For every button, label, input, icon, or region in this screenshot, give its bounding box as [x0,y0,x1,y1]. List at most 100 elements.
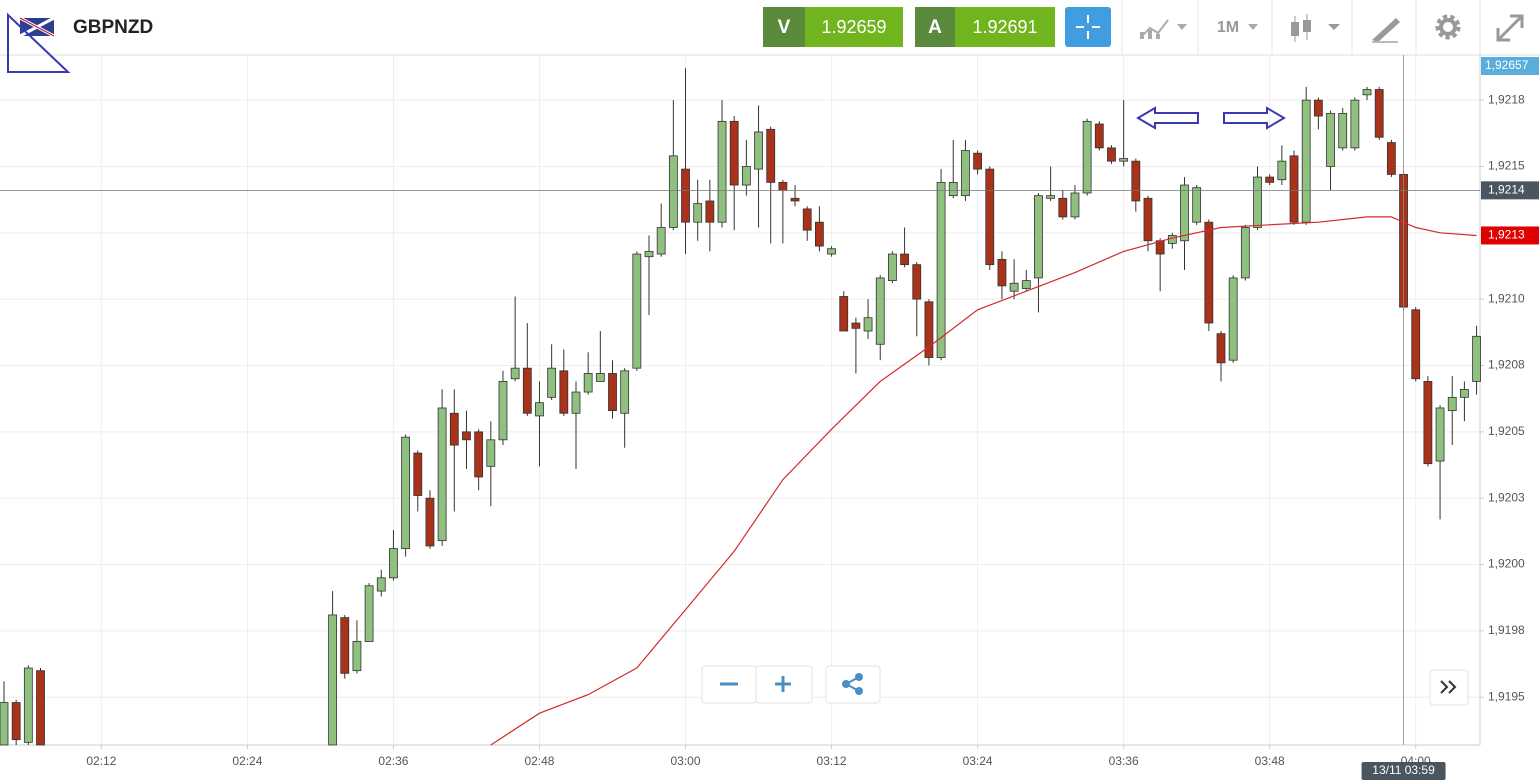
candle-body [498,381,508,441]
candle-body [656,227,666,255]
candle-body [1094,123,1104,149]
zoom-out-button[interactable] [701,665,757,704]
candle-body [1386,142,1396,175]
candle-body [717,120,727,223]
candle-body [644,250,654,258]
candle-body [474,431,484,478]
candle-body [462,431,471,441]
candle-body [608,373,617,412]
candle-body [486,439,496,467]
candle-body [668,155,678,228]
x-tick-label: 02:36 [378,754,408,768]
candle-body [912,264,922,300]
candle-body [863,317,873,332]
candle-body [1374,89,1384,138]
bid-tag [1481,57,1539,75]
candle-style-button[interactable] [1291,14,1340,42]
candle-body [790,197,800,202]
bid-price: 1.92659 [821,17,886,37]
fullscreen-button[interactable] [1496,14,1524,42]
candle-body [425,497,435,547]
candle-body [1313,99,1323,117]
draw-tool-button[interactable] [1372,18,1400,43]
crosshair-label: 13/11 03:59 [1372,763,1435,777]
symbol: GBPNZD [73,17,153,38]
candle-body [1253,176,1262,228]
candle-body [766,128,776,183]
price-tag [1481,181,1539,200]
candle-body [36,670,45,746]
candle-body [681,168,690,223]
candle-body [1472,335,1481,382]
candle-body [888,253,897,281]
candle-body [1326,112,1335,167]
candle-body [0,702,9,746]
candle-body [522,367,532,414]
scroll-end-button[interactable] [1429,669,1469,706]
candle-body [571,391,581,414]
crosshair-tag [1361,762,1446,780]
candle-body [620,370,630,414]
candle-body [997,258,1007,287]
drawing-arrow-left [1136,106,1199,130]
candle-body [851,322,861,329]
y-tick-label: 1,9198 [1488,623,1525,637]
ma-tag [1481,226,1539,245]
y-tick-label: 1,9218 [1488,92,1525,106]
candle-body [583,373,593,393]
candle-body [23,667,33,743]
bid-button[interactable]: V 1.92659 [763,7,903,47]
candle-body [1423,381,1433,465]
candle-body [741,166,751,186]
y-tick-label: 1,9195 [1488,689,1525,703]
candle-body [352,641,362,672]
ask-letter: A [928,17,942,38]
crosshair-button[interactable] [1065,7,1111,47]
candle-body [1277,160,1287,181]
toolbar-separators [1121,0,1481,55]
candle-body [814,221,824,247]
candle-body [948,181,958,197]
candle-body [1192,187,1202,223]
candle-body [547,367,557,398]
candle-body [401,436,411,550]
candle-body [632,253,642,369]
candle-body [924,301,934,358]
settings-button[interactable] [1435,14,1461,40]
bid-letter: V [778,17,791,38]
candle-body [839,296,849,332]
ask-button[interactable]: A 1.92691 [915,7,1055,47]
ask-price: 1.92691 [972,17,1037,37]
candle-body [900,253,909,266]
candle-body [389,548,398,579]
candle-body [936,181,946,358]
candle-body [1228,277,1238,361]
y-tick-label: 1,9208 [1488,358,1525,372]
share-button[interactable] [825,665,881,704]
x-tick-label: 03:36 [1109,754,1139,768]
candle-body [705,200,715,223]
candle-body [510,367,520,380]
candle-body [1301,99,1311,223]
x-tick-label: 03:12 [817,754,847,768]
candle-body [985,168,995,266]
y-tick-label: 1,9210 [1488,291,1525,305]
candle-body [778,181,788,191]
x-tick-label: 02:12 [86,754,116,768]
candle-body [376,577,386,592]
candle-body [693,203,703,223]
x-tick-label: 03:24 [963,754,993,768]
candle-body [1021,280,1031,289]
candle-body [1131,160,1141,202]
candle-body [1034,195,1043,279]
candle-body [1435,407,1445,462]
candle-body [875,277,885,345]
timeframe-button[interactable]: 1M [1217,19,1258,36]
candle-body [1143,197,1153,242]
chart-type-button[interactable] [1139,19,1187,39]
candle-body [595,373,605,382]
zoom-in-button[interactable] [755,665,813,704]
x-tick-label: 03:48 [1255,754,1285,768]
candle-body [1411,309,1421,380]
